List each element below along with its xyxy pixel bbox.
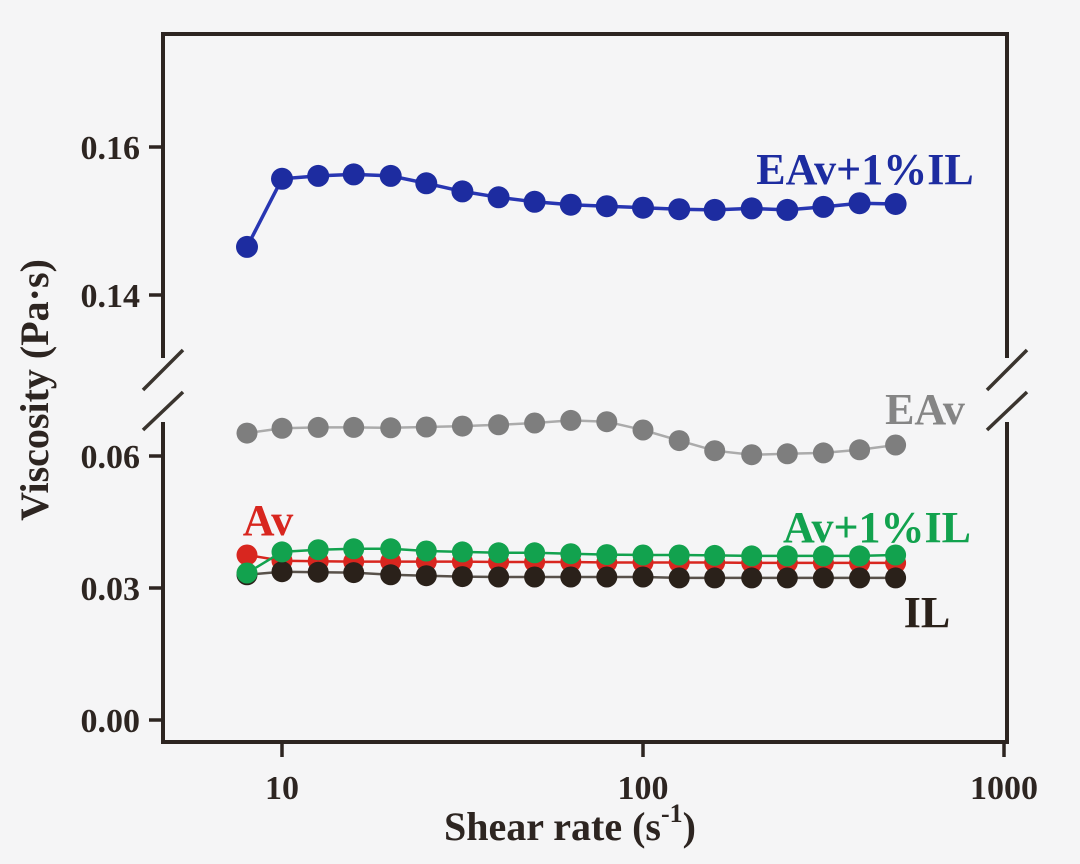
data-point-IL <box>560 566 582 588</box>
data-point-IL <box>741 567 763 589</box>
data-point-EAv+1%IL <box>523 190 546 213</box>
data-point-IL <box>885 567 907 589</box>
series-label-Av: Av <box>243 496 294 545</box>
data-point-EAv <box>343 416 365 438</box>
data-point-EAv+1%IL <box>668 198 691 221</box>
data-point-Av <box>236 544 258 566</box>
data-point-EAv <box>415 416 437 438</box>
y-tick-label: 0.06 <box>81 439 141 476</box>
y-tick-label: 0.16 <box>81 130 141 167</box>
data-point-IL <box>632 566 654 588</box>
data-point-Av+1%IL <box>307 539 329 561</box>
data-point-EAv <box>704 440 726 462</box>
data-point-IL <box>668 567 690 589</box>
data-point-Av+1%IL <box>415 540 437 562</box>
data-point-EAv <box>668 430 690 452</box>
data-point-EAv <box>776 443 798 465</box>
data-point-Av+1%IL <box>271 541 293 563</box>
data-point-EAv <box>307 416 329 438</box>
axis-break-mark <box>985 390 1029 432</box>
data-point-EAv <box>451 415 473 437</box>
y-tick-label: 0.03 <box>81 571 141 608</box>
data-point-EAv <box>741 444 763 466</box>
data-point-IL <box>596 566 618 588</box>
axis-break-mark <box>141 390 185 432</box>
data-point-EAv <box>849 439 871 461</box>
data-point-IL <box>488 566 510 588</box>
y-axis-title: Viscosity (Pa·s) <box>12 259 57 521</box>
data-point-Av+1%IL <box>560 543 582 565</box>
data-point-IL <box>524 566 546 588</box>
data-point-EAv+1%IL <box>342 163 365 186</box>
data-point-EAv <box>380 417 402 439</box>
series-label-Av+1%IL: Av+1%IL <box>783 503 971 552</box>
data-point-Av+1%IL <box>704 544 726 566</box>
data-point-EAv+1%IL <box>632 196 654 219</box>
data-point-EAv+1%IL <box>776 198 799 221</box>
data-point-EAv+1%IL <box>559 193 582 216</box>
data-point-IL <box>415 565 437 587</box>
data-point-EAv+1%IL <box>703 198 726 221</box>
data-point-IL <box>812 567 834 589</box>
x-tick-label: 1000 <box>970 770 1038 807</box>
axis-break-mark <box>985 348 1029 392</box>
data-point-EAv+1%IL <box>307 164 330 187</box>
data-point-EAv <box>271 417 293 439</box>
data-point-EAv <box>236 422 258 444</box>
data-point-EAv+1%IL <box>451 180 474 203</box>
data-point-IL <box>451 566 473 588</box>
data-point-Av+1%IL <box>849 545 871 567</box>
data-point-IL <box>380 564 402 586</box>
data-point-EAv+1%IL <box>271 167 293 190</box>
chart-generated-content: 0.16 0.14 0.06 0.03 0.00 10 100 1000 Shear rate … <box>81 32 1038 849</box>
data-point-Av+1%IL <box>343 538 365 560</box>
data-point-IL <box>307 561 329 583</box>
series-label-IL: IL <box>904 588 950 637</box>
data-point-Av+1%IL <box>632 544 654 566</box>
data-point-IL <box>704 567 726 589</box>
data-point-Av+1%IL <box>451 541 473 563</box>
data-point-Av+1%IL <box>668 544 690 566</box>
data-point-EAv <box>885 434 907 456</box>
data-point-IL <box>343 562 365 584</box>
x-axis-title: Shear rate (s-1) <box>444 799 696 849</box>
data-point-Av+1%IL <box>236 562 258 584</box>
data-point-EAv+1%IL <box>487 186 510 209</box>
data-point-EAv+1%IL <box>848 192 871 215</box>
data-point-Av+1%IL <box>380 538 402 560</box>
axis-break-mark <box>141 348 185 392</box>
data-point-EAv <box>812 442 834 464</box>
data-point-IL <box>776 567 798 589</box>
data-point-Av+1%IL <box>524 542 546 564</box>
series-label-EAv+1%IL: EAv+1%IL <box>756 145 973 194</box>
data-point-EAv+1%IL <box>740 197 763 220</box>
x-tick-label: 10 <box>265 770 299 807</box>
data-point-Av+1%IL <box>741 545 763 567</box>
y-tick-label: 0.14 <box>81 278 141 315</box>
data-point-Av+1%IL <box>812 545 834 567</box>
data-point-EAv <box>632 419 654 441</box>
y-tick-label: 0.00 <box>81 703 141 740</box>
data-point-EAv+1%IL <box>884 193 907 215</box>
series-label-EAv: EAv <box>885 385 965 434</box>
data-point-EAv+1%IL <box>812 195 835 218</box>
data-point-EAv <box>596 411 618 433</box>
data-point-Av+1%IL <box>596 544 618 566</box>
data-point-EAv <box>524 412 546 434</box>
plot-frame <box>161 32 1009 744</box>
data-point-EAv <box>488 414 510 436</box>
data-point-Av+1%IL <box>488 542 510 564</box>
data-point-EAv+1%IL <box>415 172 438 195</box>
data-point-EAv <box>560 409 582 431</box>
data-point-IL <box>849 567 871 589</box>
x-tick-label: 100 <box>618 770 669 807</box>
data-point-Av+1%IL <box>885 544 907 566</box>
data-point-EAv+1%IL <box>595 195 618 218</box>
data-point-EAv+1%IL <box>236 235 258 258</box>
data-point-EAv+1%IL <box>379 164 402 187</box>
data-point-IL <box>271 561 293 583</box>
data-point-Av+1%IL <box>776 545 798 567</box>
